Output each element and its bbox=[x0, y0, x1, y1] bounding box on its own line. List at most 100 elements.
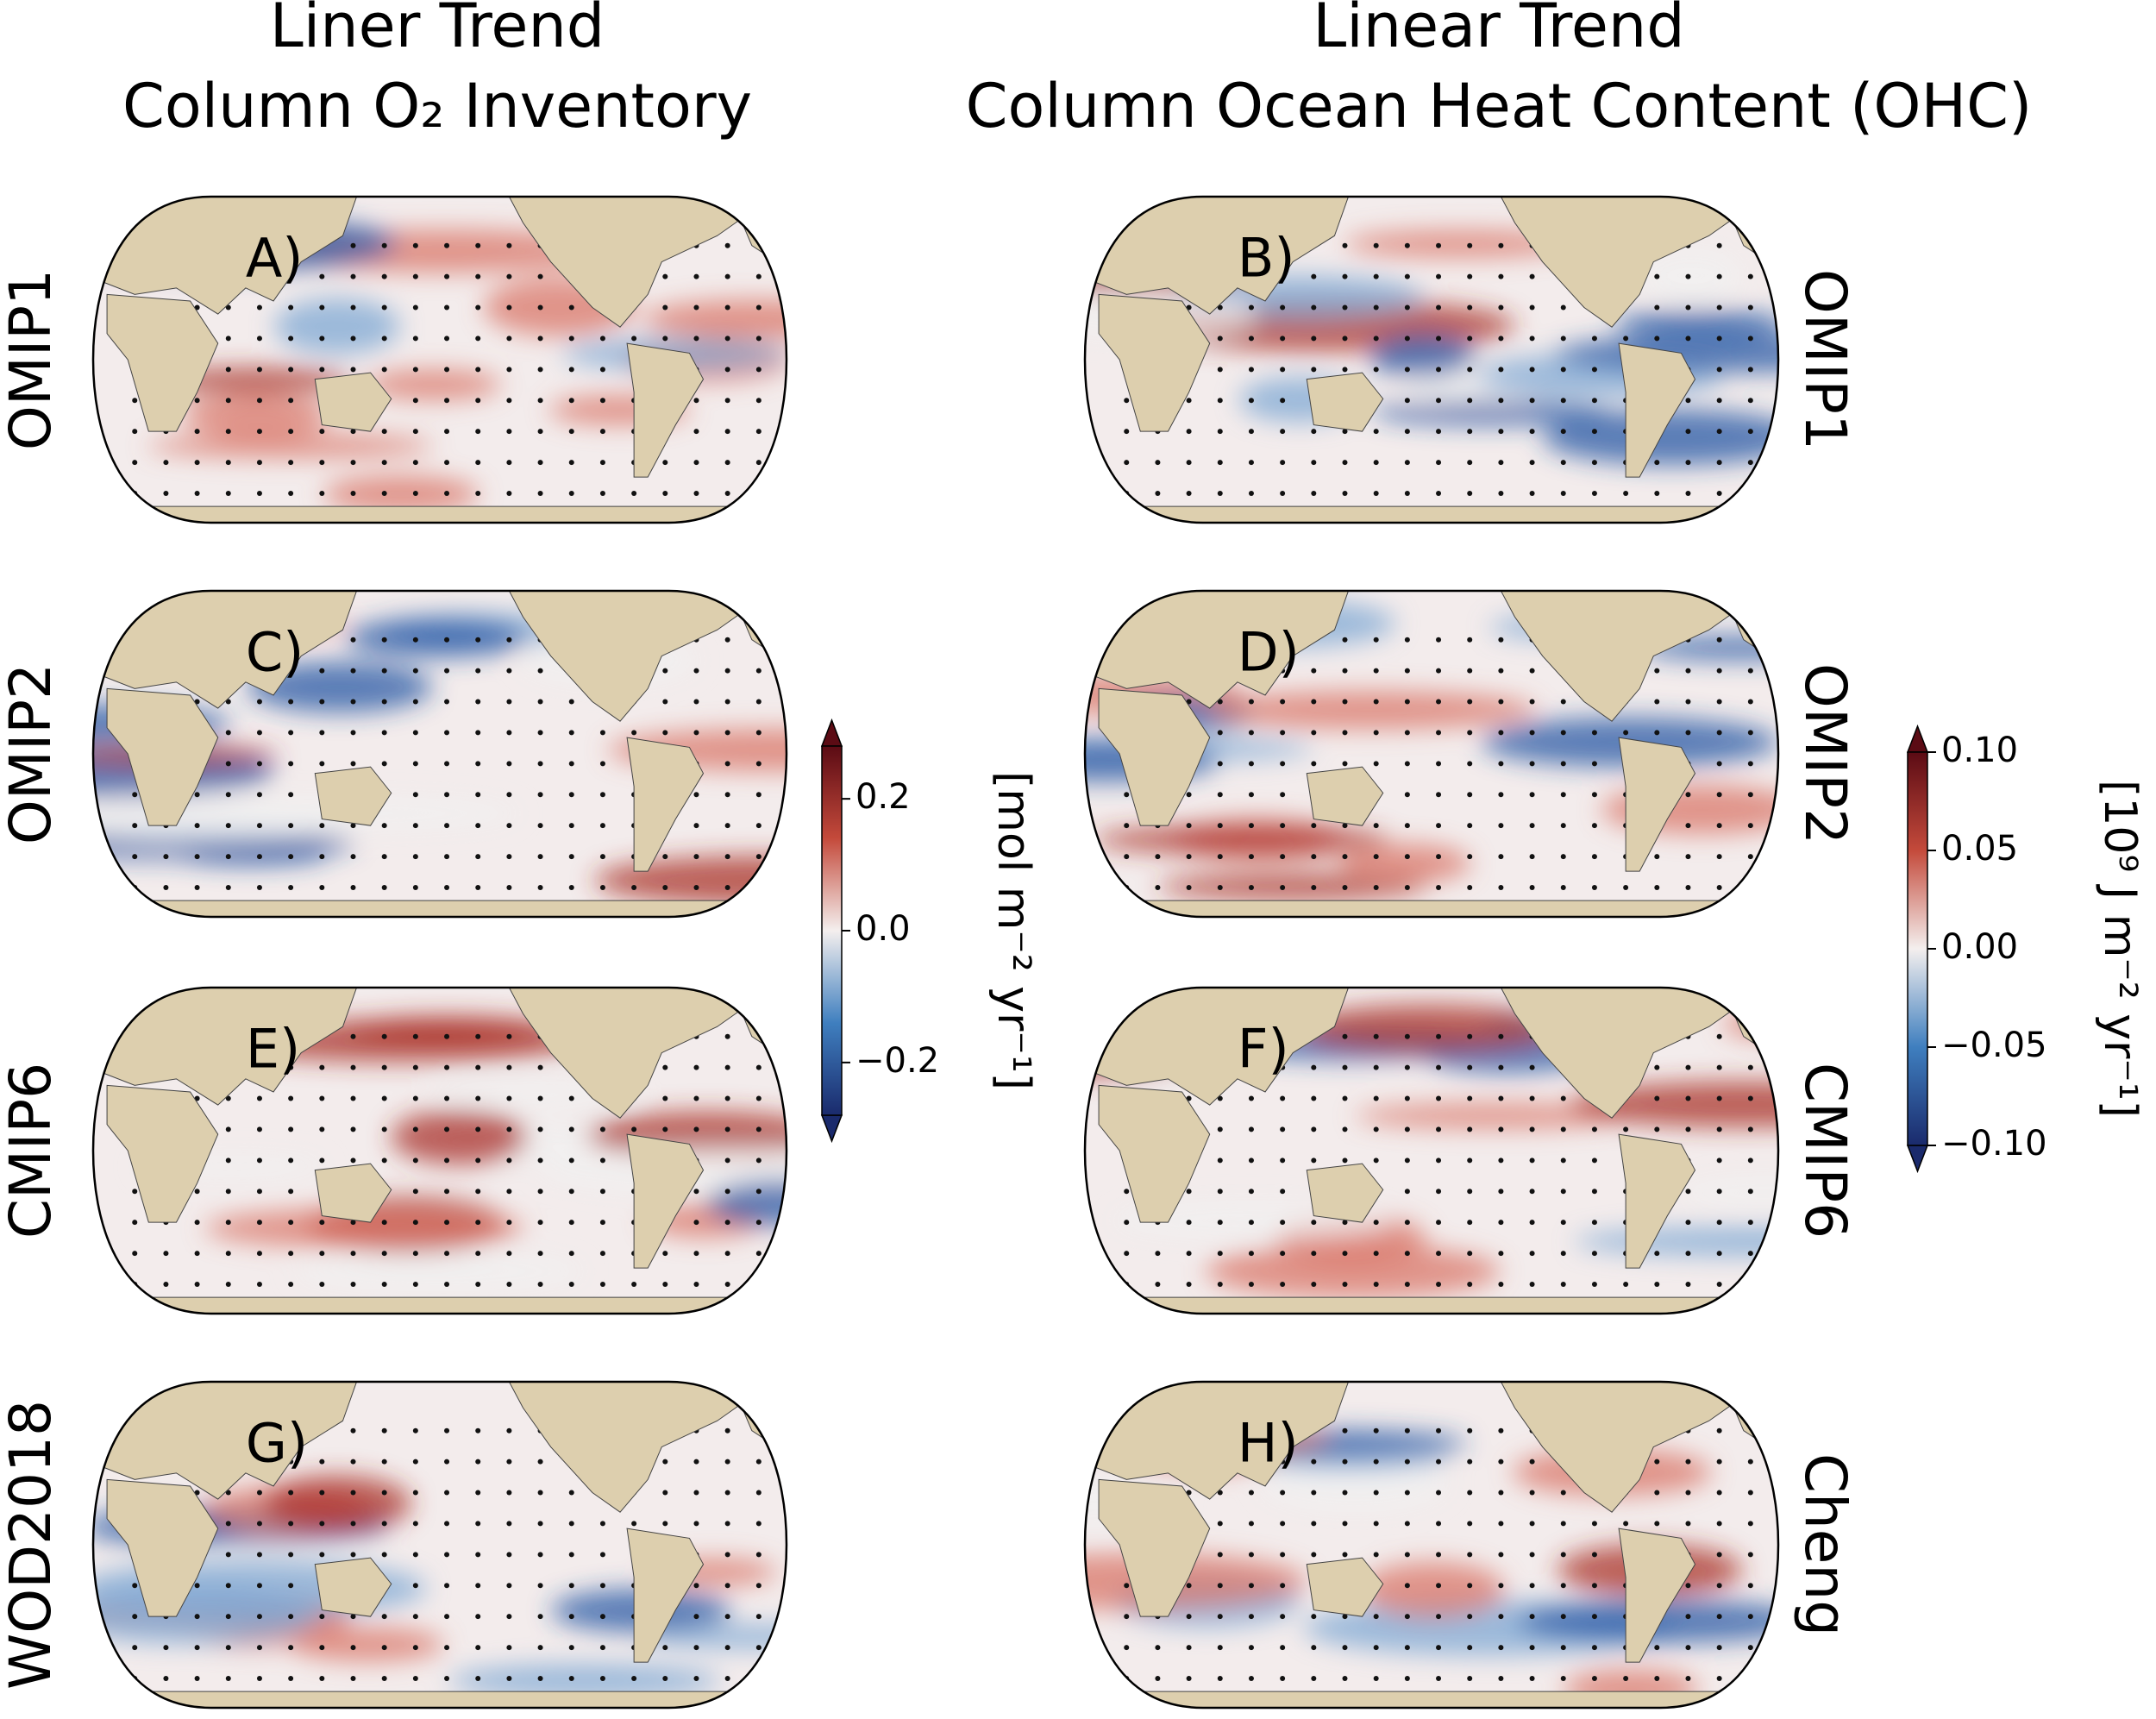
significance-dot bbox=[1623, 730, 1629, 736]
significance-dot bbox=[568, 1521, 574, 1527]
significance-dot bbox=[194, 1614, 200, 1620]
significance-dot bbox=[1280, 1126, 1286, 1132]
map-panel bbox=[1085, 1382, 1778, 1708]
significance-dot bbox=[599, 460, 605, 466]
colorbar-extend bbox=[820, 1114, 843, 1144]
significance-dot bbox=[1685, 1614, 1691, 1620]
significance-dot bbox=[506, 242, 512, 248]
column-title: Column Ocean Heat Content (OHC) bbox=[966, 71, 2033, 141]
significance-dot bbox=[412, 273, 418, 279]
trend-patch bbox=[147, 434, 433, 458]
land bbox=[1306, 1163, 1384, 1223]
significance-dot bbox=[1373, 1552, 1379, 1558]
significance-dot bbox=[1654, 1490, 1660, 1496]
significance-dot bbox=[537, 668, 543, 674]
significance-dot bbox=[1747, 823, 1753, 829]
significance-dot bbox=[1685, 823, 1691, 829]
significance-dot bbox=[1529, 1459, 1535, 1465]
significance-dot bbox=[662, 854, 668, 860]
panel-letter: B) bbox=[1238, 227, 1295, 290]
significance-dot bbox=[1186, 1675, 1192, 1681]
significance-dot bbox=[537, 1064, 543, 1070]
land bbox=[1618, 342, 1696, 478]
significance-dot bbox=[1685, 1095, 1691, 1101]
significance-dot bbox=[724, 1552, 730, 1558]
panel-letter: H) bbox=[1238, 1412, 1299, 1475]
significance-dot bbox=[1529, 1614, 1535, 1620]
significance-dot bbox=[724, 1583, 730, 1589]
significance-dot bbox=[1311, 823, 1317, 829]
significance-dot bbox=[1654, 730, 1660, 736]
significance-dot bbox=[225, 1126, 231, 1132]
significance-dot bbox=[1498, 1281, 1504, 1287]
significance-dot bbox=[755, 1220, 761, 1226]
significance-dot bbox=[599, 884, 605, 890]
significance-dot bbox=[225, 884, 231, 890]
significance-dot bbox=[568, 367, 574, 373]
significance-dot bbox=[444, 854, 450, 860]
trend-patch bbox=[1360, 1562, 1505, 1618]
significance-dot bbox=[225, 1675, 231, 1681]
significance-dot bbox=[1186, 429, 1192, 435]
significance-dot bbox=[319, 699, 325, 705]
significance-dot bbox=[1498, 1490, 1504, 1496]
significance-dot bbox=[1560, 761, 1566, 767]
significance-dot bbox=[1591, 1251, 1597, 1257]
significance-dot bbox=[1467, 1675, 1473, 1681]
trend-patch bbox=[93, 1586, 319, 1644]
significance-dot bbox=[1467, 792, 1473, 798]
significance-dot bbox=[1404, 273, 1410, 279]
significance-dot bbox=[1217, 1251, 1223, 1257]
significance-dot bbox=[350, 668, 356, 674]
significance-dot bbox=[194, 699, 200, 705]
significance-dot bbox=[1716, 1281, 1722, 1287]
map-outline bbox=[1083, 1380, 1780, 1710]
significance-dot bbox=[755, 1675, 761, 1681]
significance-dot bbox=[1560, 336, 1566, 342]
significance-dot bbox=[225, 1490, 231, 1496]
significance-dot bbox=[412, 1552, 418, 1558]
significance-dot bbox=[444, 1126, 450, 1132]
significance-dot bbox=[1342, 1427, 1348, 1434]
significance-dot bbox=[599, 823, 605, 829]
significance-dot bbox=[1373, 336, 1379, 342]
significance-dot bbox=[1311, 1220, 1317, 1226]
significance-dot bbox=[1654, 1645, 1660, 1651]
significance-dot bbox=[599, 854, 605, 860]
significance-dot bbox=[755, 1614, 761, 1620]
significance-dot bbox=[225, 1614, 231, 1620]
significance-dot bbox=[444, 1645, 450, 1651]
significance-dot bbox=[1747, 429, 1753, 435]
significance-dot bbox=[537, 367, 543, 373]
significance-dot bbox=[1747, 854, 1753, 860]
significance-dot bbox=[1716, 1189, 1722, 1195]
significance-dot bbox=[693, 792, 699, 798]
trend-patch bbox=[274, 298, 400, 354]
significance-dot bbox=[724, 490, 730, 496]
significance-dot bbox=[537, 490, 543, 496]
significance-dot bbox=[1467, 367, 1473, 373]
significance-dot bbox=[1404, 304, 1410, 311]
significance-dot bbox=[1311, 1490, 1317, 1496]
significance-dot bbox=[1498, 1095, 1504, 1101]
significance-dot bbox=[1248, 730, 1254, 736]
significance-dot bbox=[1685, 490, 1691, 496]
significance-dot bbox=[412, 398, 418, 404]
significance-dot bbox=[724, 242, 730, 248]
significance-dot bbox=[256, 1095, 262, 1101]
panel-letter: E) bbox=[246, 1018, 300, 1081]
significance-dot bbox=[1311, 429, 1317, 435]
significance-dot bbox=[755, 792, 761, 798]
significance-dot bbox=[537, 1459, 543, 1465]
significance-dot bbox=[1280, 1675, 1286, 1681]
significance-dot bbox=[1747, 730, 1753, 736]
significance-dot bbox=[475, 1427, 481, 1434]
significance-dot bbox=[1529, 304, 1535, 311]
significance-dot bbox=[568, 884, 574, 890]
significance-dot bbox=[506, 1064, 512, 1070]
significance-dot bbox=[537, 730, 543, 736]
significance-dot bbox=[475, 823, 481, 829]
significance-dot bbox=[1186, 699, 1192, 705]
significance-dot bbox=[1529, 1126, 1535, 1132]
significance-dot bbox=[1404, 1459, 1410, 1465]
